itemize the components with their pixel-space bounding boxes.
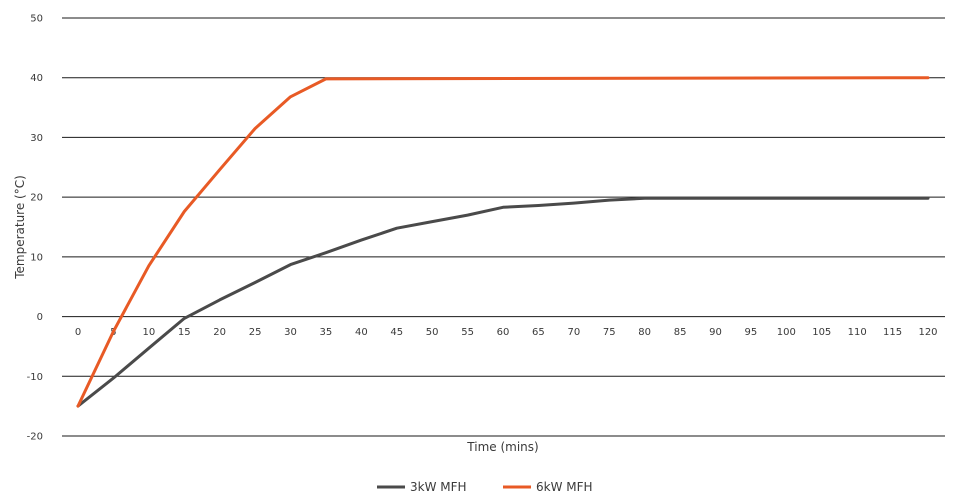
x-tick-label: 80 [638,327,651,338]
x-tick-label: 50 [426,327,439,338]
x-tick-label: 0 [75,327,81,338]
legend: 3kW MFH 6kW MFH [377,480,593,494]
series-line-3kw-mfh [76,196,930,408]
x-tick-label: 120 [918,327,937,338]
x-tick-label: 95 [745,327,758,338]
y-tick-label: 0 [37,312,43,323]
x-tick-labels: 0 5 10 15 20 25 30 35 40 45 50 55 60 65 70 75 80 85 90 95 10… [75,327,938,338]
x-tick-label: 65 [532,327,545,338]
gridlines [62,17,945,437]
x-tick-label: 20 [213,327,226,338]
x-tick-label: 15 [178,327,191,338]
x-tick-label: 55 [461,327,474,338]
x-tick-label: 70 [567,327,580,338]
x-tick-label: 105 [812,327,831,338]
y-tick-label: -20 [27,432,43,443]
y-tick-label: 30 [30,133,43,144]
x-tick-label: 35 [320,327,333,338]
y-tick-label: 50 [30,14,43,25]
x-tick-label: 115 [883,327,902,338]
x-tick-label: 40 [355,327,368,338]
x-tick-label: 10 [142,327,155,338]
x-axis-title: Time (mins) [466,440,538,454]
legend-label-3kw: 3kW MFH [410,480,467,494]
x-tick-label: 100 [777,327,796,338]
y-tick-label: 40 [30,73,43,84]
legend-label-6kw: 6kW MFH [536,480,593,494]
x-tick-label: 110 [848,327,867,338]
x-tick-label: 85 [674,327,687,338]
x-tick-label: 90 [709,327,722,338]
x-tick-label: 75 [603,327,616,338]
y-tick-label: -10 [27,372,43,383]
series-lines [76,76,930,408]
y-tick-labels: 50 40 30 20 10 0 -10 -20 [27,14,43,443]
x-tick-label: 45 [390,327,403,338]
y-axis-title: Temperature (°C) [13,175,27,280]
y-tick-label: 20 [30,193,43,204]
y-tick-label: 10 [30,252,43,263]
x-tick-label: 30 [284,327,297,338]
x-tick-label: 25 [249,327,262,338]
series-line-6kw-mfh [76,76,930,408]
x-tick-label: 60 [497,327,510,338]
